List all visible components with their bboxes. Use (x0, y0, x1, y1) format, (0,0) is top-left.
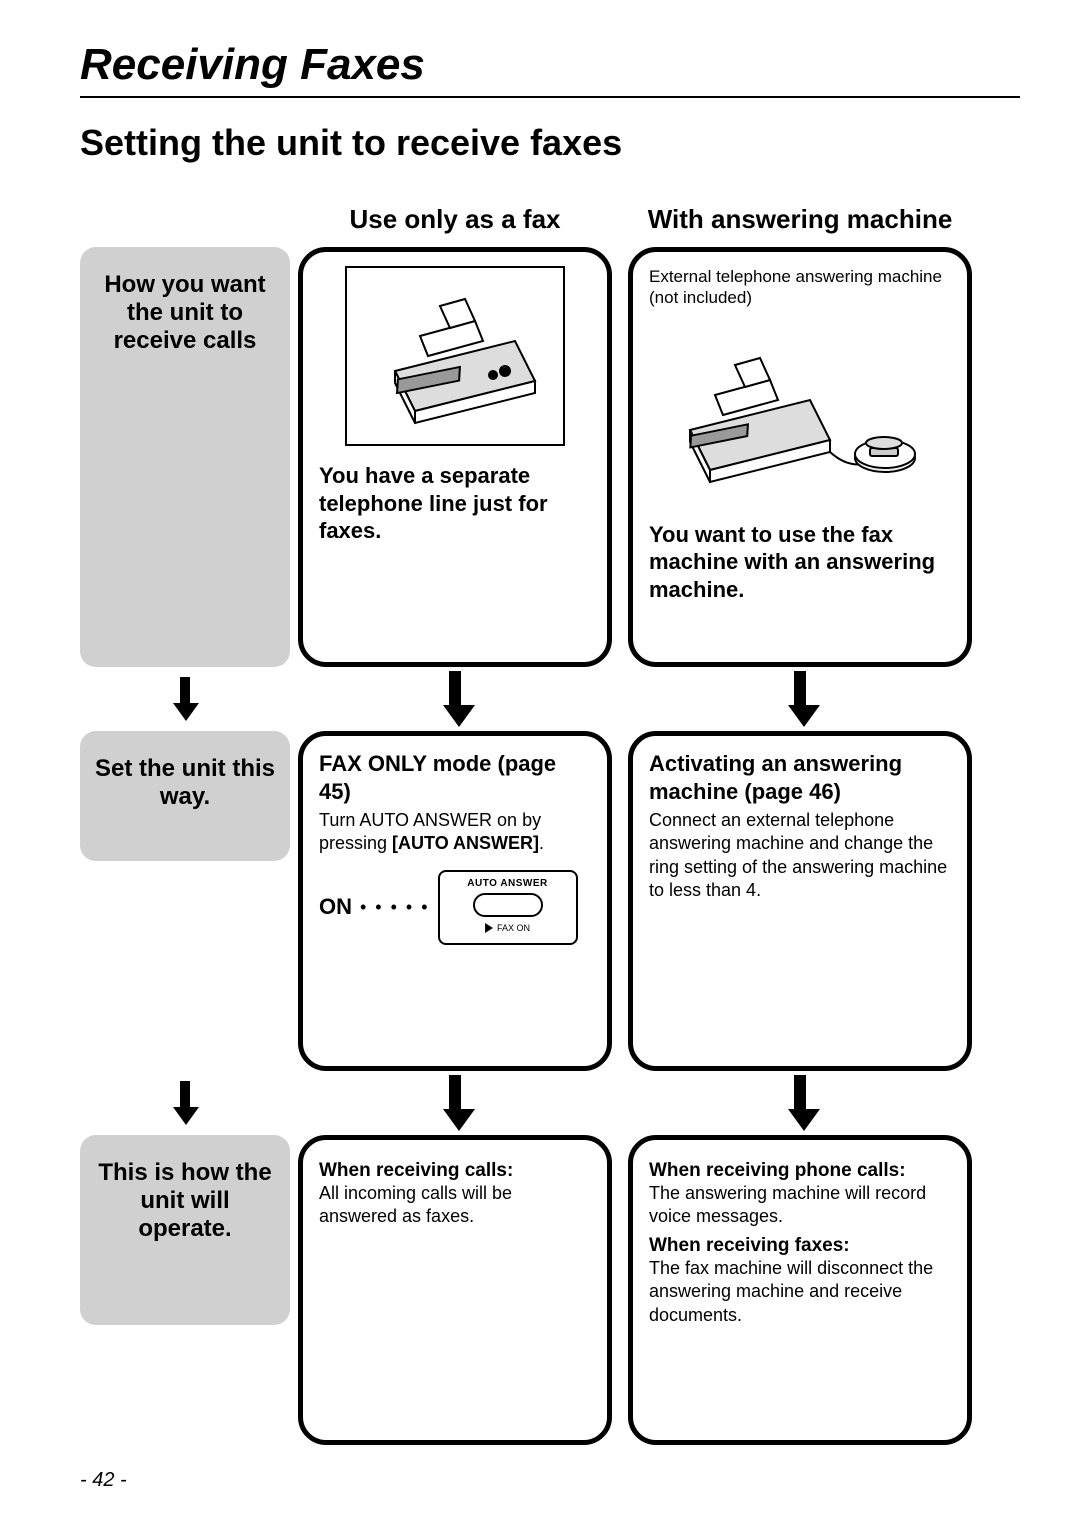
cell-r3-ans: When receiving phone calls: The answerin… (620, 1135, 980, 1445)
fax-answering-icon (670, 330, 930, 500)
cell-r2-fax: FAX ONLY mode (page 45) Turn AUTO ANSWER… (290, 731, 620, 1071)
fax-answering-illustration (649, 315, 951, 515)
fax-on-indicator: FAX ON (448, 923, 568, 933)
auto-answer-diagram: ON • • • • • AUTO ANSWER FAX ON (319, 870, 591, 945)
auto-answer-panel: AUTO ANSWER FAX ON (438, 870, 578, 945)
panel-r3-ans: When receiving phone calls: The answerin… (628, 1135, 972, 1445)
r1-fax-desc: You have a separate telephone line just … (319, 462, 591, 545)
panel-r2-fax: FAX ONLY mode (page 45) Turn AUTO ANSWER… (298, 731, 612, 1071)
manual-page: Receiving Faxes Setting the unit to rece… (0, 0, 1080, 1532)
side-label-row2: Set the unit this way. (80, 731, 290, 861)
panel-r3-fax: When receiving calls: All incoming calls… (298, 1135, 612, 1445)
down-arrow-icon (788, 1075, 812, 1131)
on-label: ON (319, 894, 352, 920)
fax-icon (365, 281, 545, 431)
row-set-unit: Set the unit this way. FAX ONLY mode (pa… (80, 731, 1020, 1071)
arrow-ans-2 (620, 1071, 980, 1135)
side-label-row3: This is how the unit will operate. (80, 1135, 290, 1325)
r3-fax-subhead: When receiving calls: (319, 1160, 591, 1182)
side-label-row3-text: This is how the unit will operate. (94, 1159, 276, 1243)
r2-ans-body: Connect an external telephone answering … (649, 809, 951, 903)
row-operate: This is how the unit will operate. When … (80, 1135, 1020, 1445)
cell-r2-ans: Activating an answering machine (page 46… (620, 731, 980, 1071)
column-header-answering: With answering machine (620, 204, 980, 235)
arrow-ans-1 (620, 667, 980, 731)
panel-r1-fax: You have a separate telephone line just … (298, 247, 612, 667)
r3-ans-subhead2: When receiving faxes: (649, 1235, 951, 1257)
column-headers: Use only as a fax With answering machine (80, 204, 1020, 235)
r3-ans-body1: The answering machine will record voice … (649, 1182, 951, 1229)
down-arrow-icon (788, 671, 812, 727)
down-arrow-icon (173, 677, 197, 721)
r2-fax-body-post: . (539, 833, 544, 853)
title-rule (80, 96, 1020, 98)
cell-r3-fax: When receiving calls: All incoming calls… (290, 1135, 620, 1445)
r2-fax-title: FAX ONLY mode (page 45) (319, 750, 591, 805)
page-number: - 42 - (80, 1469, 1020, 1492)
r2-fax-body: Turn AUTO ANSWER on by pressing [AUTO AN… (319, 809, 591, 856)
panel-r2-ans: Activating an answering machine (page 46… (628, 731, 972, 1071)
dots-icon: • • • • • (360, 897, 430, 918)
side-label-row2-text: Set the unit this way. (94, 755, 276, 811)
section-title: Setting the unit to receive faxes (80, 122, 1020, 164)
page-title: Receiving Faxes (80, 40, 1020, 90)
arrows-r1-r2 (80, 667, 1020, 731)
row-how-you-want: How you want the unit to receive calls (80, 247, 1020, 667)
arrow-fax-2 (290, 1071, 620, 1135)
r3-ans-body2: The fax machine will disconnect the answ… (649, 1257, 951, 1327)
r1-ans-desc: You want to use the fax machine with an … (649, 521, 951, 604)
down-arrow-icon (173, 1081, 197, 1125)
auto-answer-title: AUTO ANSWER (448, 878, 568, 889)
arrows-r2-r3 (80, 1071, 1020, 1135)
down-arrow-icon (443, 671, 467, 727)
cell-r1-ans: External telephone answering machine (no… (620, 247, 980, 667)
down-arrow-icon (443, 1075, 467, 1131)
r2-ans-title: Activating an answering machine (page 46… (649, 750, 951, 805)
cell-r1-fax: You have a separate telephone line just … (290, 247, 620, 667)
header-spacer (80, 204, 290, 235)
triangle-icon (485, 923, 493, 933)
r1-ans-note: External telephone answering machine (no… (649, 266, 951, 309)
column-header-fax-only: Use only as a fax (290, 204, 620, 235)
fax-on-label: FAX ON (497, 923, 530, 933)
arrow-fax-1 (290, 667, 620, 731)
side-label-row1: How you want the unit to receive calls (80, 247, 290, 667)
arrow-side-2 (80, 1071, 290, 1135)
side-label-row1-text: How you want the unit to receive calls (94, 271, 276, 355)
r2-fax-body-bold: [AUTO ANSWER] (392, 833, 539, 853)
auto-answer-button-icon (473, 893, 543, 917)
arrow-side-1 (80, 667, 290, 731)
fax-machine-illustration (345, 266, 565, 446)
panel-r1-ans: External telephone answering machine (no… (628, 247, 972, 667)
r3-fax-body: All incoming calls will be answered as f… (319, 1182, 591, 1229)
r3-ans-subhead1: When receiving phone calls: (649, 1160, 951, 1182)
